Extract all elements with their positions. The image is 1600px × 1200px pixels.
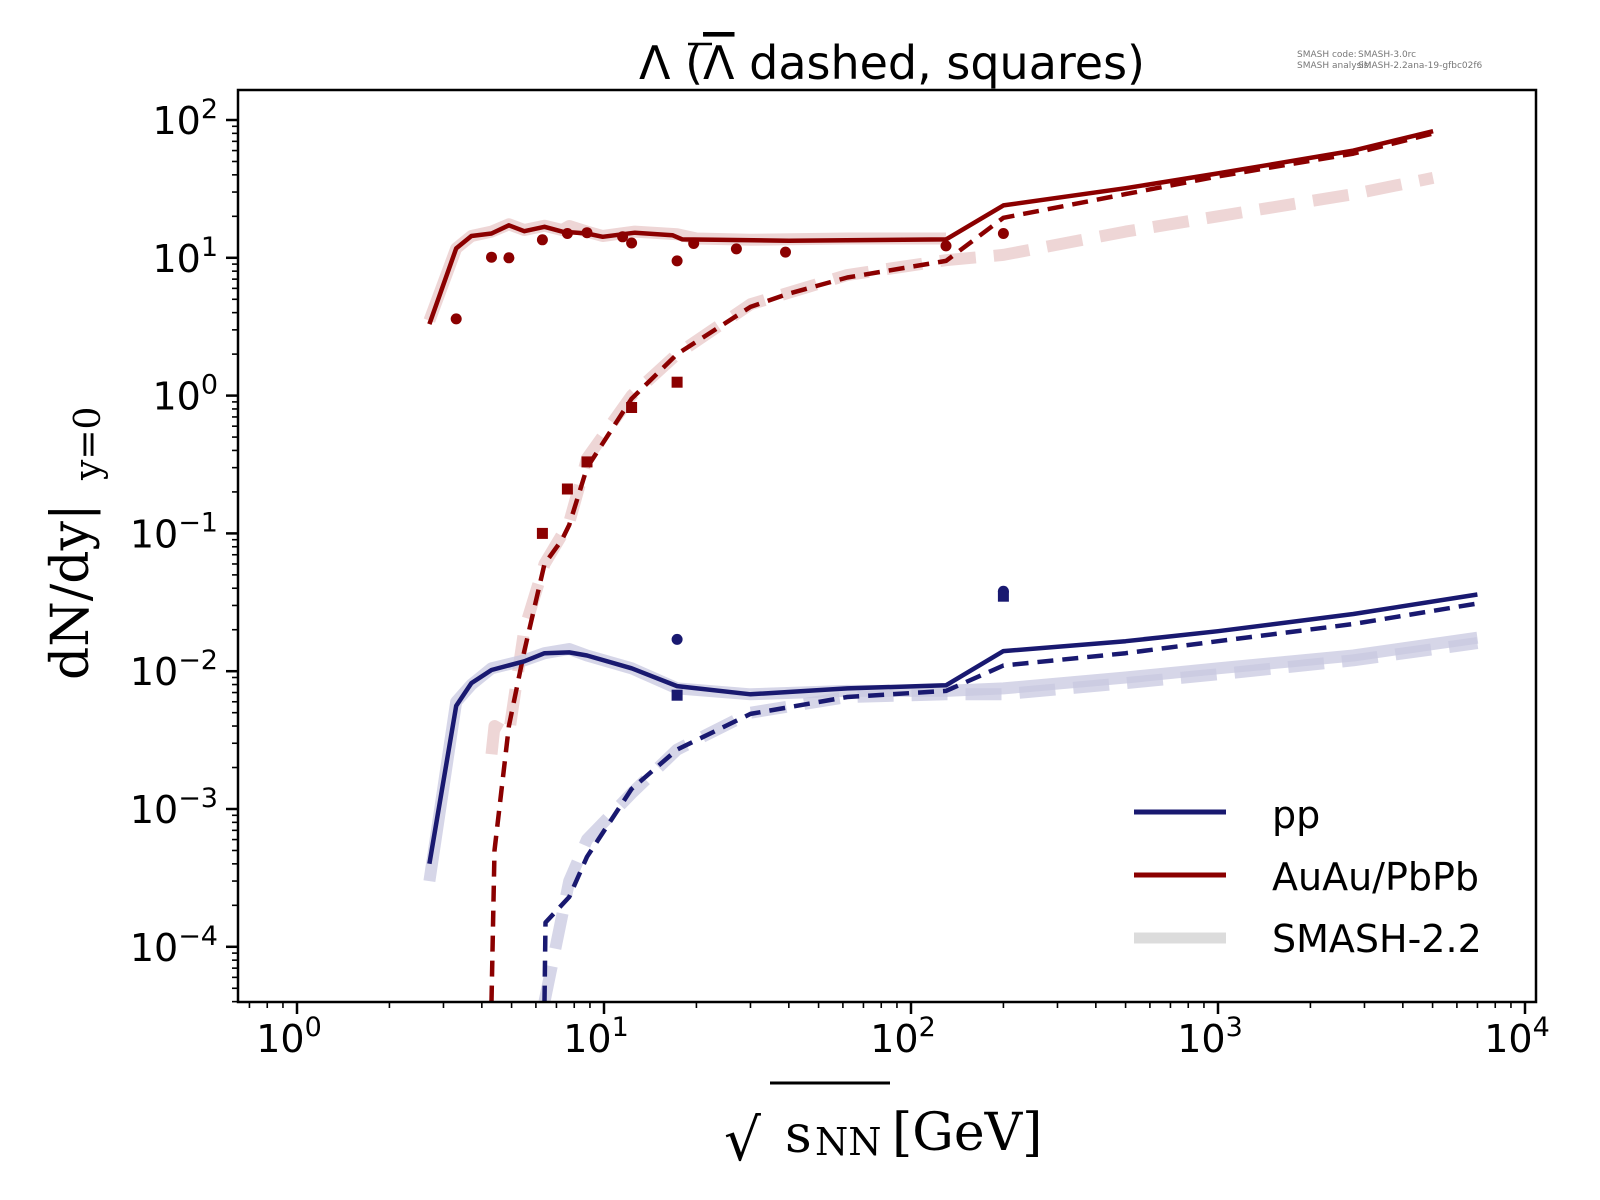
x-tick-label: 102 xyxy=(870,1012,936,1061)
y-tick-label: 10−1 xyxy=(130,507,218,556)
x-tick-label: 104 xyxy=(1484,1012,1550,1061)
code-label: SMASH code: xyxy=(1297,50,1357,60)
analysis-value: SMASH-2.2ana-19-gfbc02f6 xyxy=(1358,61,1483,71)
ylabel-sub: y=0 xyxy=(68,407,109,481)
x-tick-label: 101 xyxy=(563,1012,629,1061)
marker-circle xyxy=(561,228,573,239)
series-line-3 xyxy=(538,637,1479,1002)
y-axis: 102 101 100 10−1 10−2 10−3 10−4 xyxy=(130,94,238,1003)
y-axis-label: dN/dy| y=0 xyxy=(41,407,109,680)
marker-square xyxy=(626,402,638,413)
marker-circle xyxy=(940,240,952,252)
x-axis: 100 101 102 103 104 xyxy=(248,1002,1550,1061)
xlabel-s: s xyxy=(785,1105,812,1165)
y-tick-label: 100 xyxy=(152,370,218,419)
code-value: SMASH-3.0rc xyxy=(1358,50,1416,60)
y-tick-label: 101 xyxy=(152,232,218,281)
marker-circle xyxy=(581,227,593,239)
xlabel-sqrt: √ xyxy=(724,1106,761,1174)
xlabel-unit: [GeV] xyxy=(892,1103,1042,1163)
marker-square xyxy=(561,483,573,495)
data-markers xyxy=(450,227,1009,701)
version-annotation: SMASH code: SMASH-3.0rc SMASH analysis: … xyxy=(1297,50,1483,71)
marker-circle xyxy=(688,238,700,249)
marker-square xyxy=(997,590,1009,602)
analysis-label: SMASH analysis: xyxy=(1297,61,1371,71)
marker-circle xyxy=(536,234,548,246)
legend-label-pp: pp xyxy=(1272,793,1320,837)
y-tick-label: 102 xyxy=(152,94,218,143)
xlabel-sub: NN xyxy=(815,1120,882,1164)
marker-square xyxy=(581,456,593,468)
title-lambda: Λ xyxy=(639,36,671,90)
marker-circle xyxy=(626,237,638,249)
marker-circle xyxy=(997,228,1009,239)
marker-circle xyxy=(780,246,791,258)
x-tick-label: 100 xyxy=(256,1012,322,1061)
marker-circle xyxy=(450,313,462,325)
marker-circle xyxy=(671,633,683,645)
series-line-6 xyxy=(427,592,1478,865)
marker-circle xyxy=(486,251,497,263)
x-axis-label: √ s NN [GeV] xyxy=(724,1081,1042,1174)
marker-square xyxy=(671,689,683,701)
chart-title: Λ (Λ dashed, squares) xyxy=(639,36,1145,90)
legend: pp AuAu/PbPb SMASH-2.2 xyxy=(1134,793,1482,961)
legend-label-smash22: SMASH-2.2 xyxy=(1272,917,1482,961)
ylabel-main: dN/dy| xyxy=(41,504,101,681)
series-line-5 xyxy=(489,131,1434,1002)
smash-3-lines xyxy=(427,129,1478,1002)
marker-circle xyxy=(503,252,515,264)
y-tick-label: 10−3 xyxy=(130,783,218,832)
marker-square xyxy=(536,527,548,539)
legend-label-aa: AuAu/PbPb xyxy=(1272,855,1479,899)
marker-circle xyxy=(671,255,683,267)
y-tick-label: 10−2 xyxy=(130,645,218,694)
title-rest: dashed, squares) xyxy=(735,36,1146,90)
marker-circle xyxy=(730,243,742,255)
marker-square xyxy=(671,376,683,388)
series-line-4 xyxy=(427,129,1434,325)
marker-circle xyxy=(617,231,629,243)
x-tick-label: 103 xyxy=(1177,1012,1243,1061)
series-line-7 xyxy=(542,601,1478,1002)
y-tick-label: 10−4 xyxy=(130,921,218,970)
